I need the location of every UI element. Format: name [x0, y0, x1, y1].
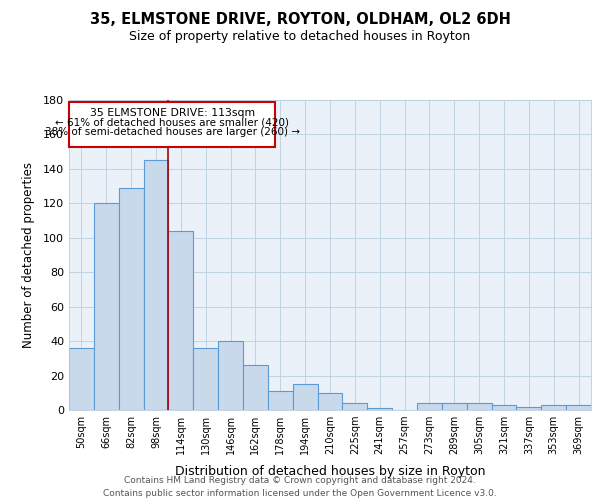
Bar	[243, 365, 268, 410]
Bar	[317, 393, 343, 410]
Bar	[566, 405, 591, 410]
Text: Contains public sector information licensed under the Open Government Licence v3: Contains public sector information licen…	[103, 489, 497, 498]
Text: 35, ELMSTONE DRIVE, ROYTON, OLDHAM, OL2 6DH: 35, ELMSTONE DRIVE, ROYTON, OLDHAM, OL2 …	[89, 12, 511, 28]
Bar	[193, 348, 218, 410]
Y-axis label: Number of detached properties: Number of detached properties	[22, 162, 35, 348]
Bar	[343, 403, 367, 410]
Bar	[94, 204, 119, 410]
Bar	[69, 348, 94, 410]
Text: Size of property relative to detached houses in Royton: Size of property relative to detached ho…	[130, 30, 470, 43]
Bar	[367, 408, 392, 410]
Text: Contains HM Land Registry data © Crown copyright and database right 2024.: Contains HM Land Registry data © Crown c…	[124, 476, 476, 485]
Bar	[268, 391, 293, 410]
Bar	[467, 403, 491, 410]
Bar	[517, 406, 541, 410]
Bar	[218, 341, 243, 410]
Bar	[417, 403, 442, 410]
Bar	[143, 160, 169, 410]
FancyBboxPatch shape	[70, 102, 275, 146]
Bar	[169, 231, 193, 410]
Text: ← 61% of detached houses are smaller (420): ← 61% of detached houses are smaller (42…	[55, 117, 289, 127]
Bar	[119, 188, 143, 410]
X-axis label: Distribution of detached houses by size in Royton: Distribution of detached houses by size …	[175, 466, 485, 478]
Bar	[293, 384, 317, 410]
Bar	[541, 405, 566, 410]
Bar	[491, 405, 517, 410]
Text: 35 ELMSTONE DRIVE: 113sqm: 35 ELMSTONE DRIVE: 113sqm	[90, 108, 255, 118]
Text: 38% of semi-detached houses are larger (260) →: 38% of semi-detached houses are larger (…	[45, 126, 300, 136]
Bar	[442, 403, 467, 410]
